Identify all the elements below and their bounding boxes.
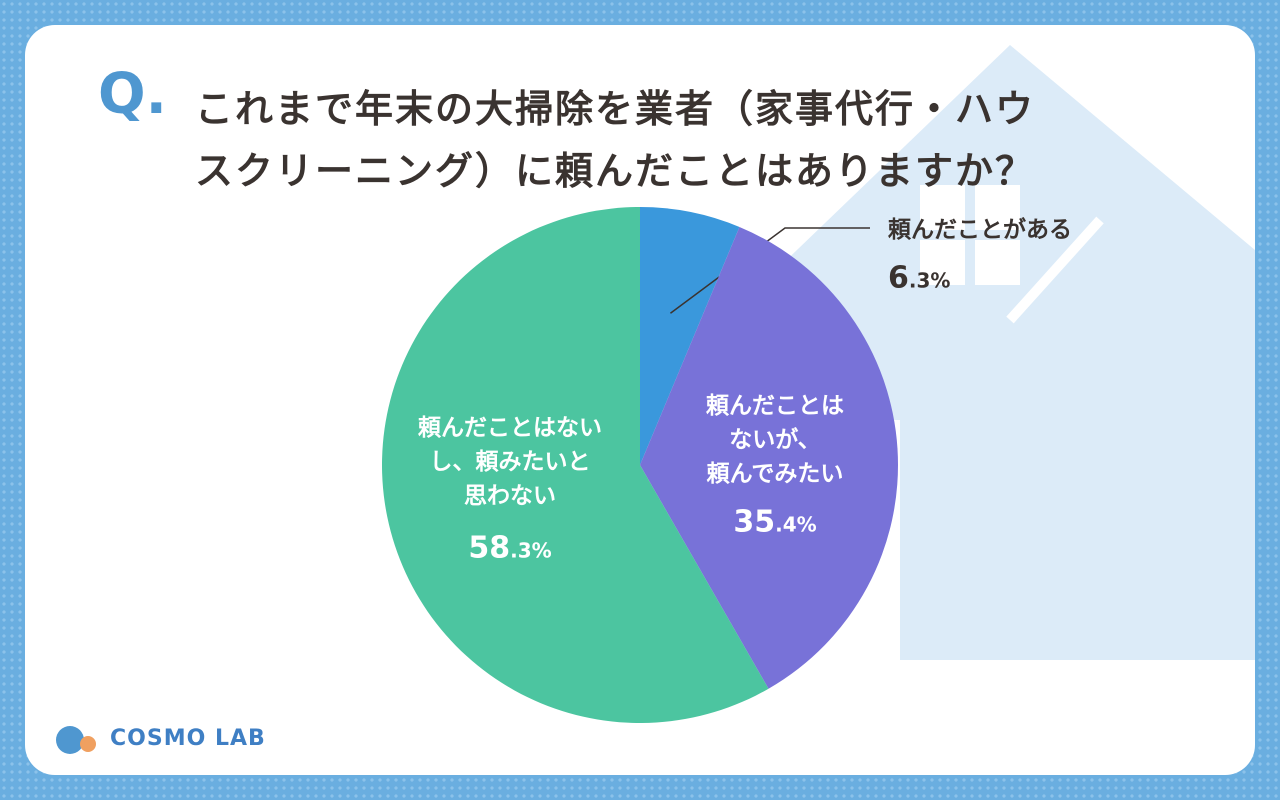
window — [920, 240, 965, 285]
logo-icon — [56, 726, 84, 754]
slice-label: 頼んだことは ないが、 頼んでみたい — [706, 393, 844, 487]
house — [745, 45, 1255, 660]
window — [920, 185, 965, 230]
slice — [381, 207, 769, 723]
broom — [1006, 216, 1104, 324]
logo-icon — [80, 736, 96, 752]
question-mark: Q. — [98, 62, 167, 127]
window — [975, 240, 1020, 285]
title-line: これまで年末の大掃除を業者（家事代行・ハウ — [195, 87, 1036, 131]
title-line: スクリーニング）に頼んだことはありますか？ — [195, 149, 1036, 193]
value-label: 6.3% — [888, 260, 951, 296]
slice-label: 頼んだことがある — [888, 217, 1072, 243]
window — [975, 185, 1020, 230]
slice — [640, 207, 740, 465]
slice-label: 頼んだことはない し、頼みたいと 思わない — [418, 415, 602, 509]
leader-line — [669, 227, 870, 314]
logo: COSMO LAB — [110, 726, 266, 751]
sparkle — [1185, 80, 1255, 156]
value-label: 58.3% — [468, 530, 552, 566]
value-label: 35.4% — [733, 504, 817, 540]
slice — [640, 226, 898, 689]
